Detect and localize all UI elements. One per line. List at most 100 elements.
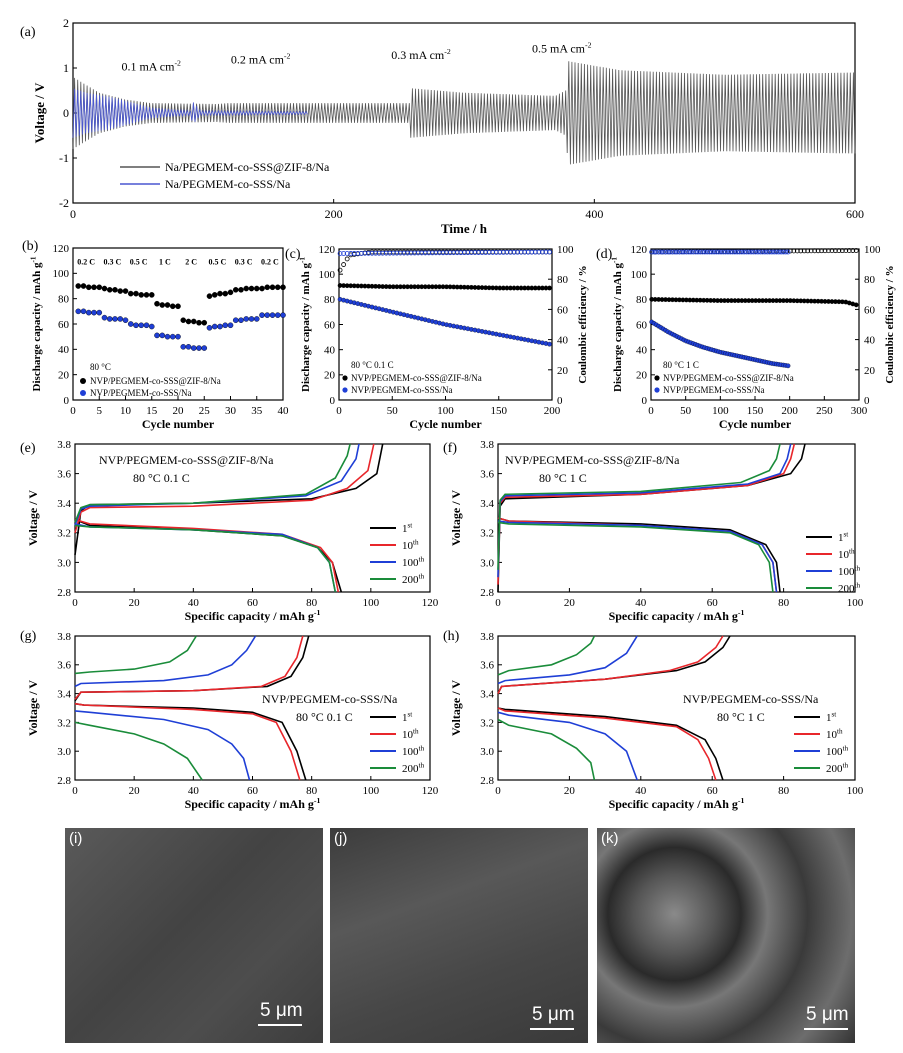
panel-title-h: NVP/PEGMEM-co-SSS/Na — [683, 692, 819, 706]
efficiency-point-d-0 — [822, 248, 828, 254]
y-axis-label-a: Voltage / V — [32, 82, 47, 143]
data-point-b-1 — [159, 332, 166, 339]
data-point-b-0 — [112, 286, 118, 293]
y-tick-label-f: 3.4 — [480, 498, 494, 510]
charge-curve-e-1 — [74, 443, 375, 534]
efficiency-point-d-1 — [730, 249, 735, 255]
x-tick-label-d: 200 — [781, 405, 798, 417]
efficiency-point-c-1 — [500, 249, 506, 255]
y2-tick-label-d: 100 — [864, 244, 881, 256]
efficiency-point-d-1 — [714, 249, 719, 255]
x-tick-label-e: 80 — [306, 597, 318, 609]
y-tick-label-a: 2 — [63, 16, 69, 30]
efficiency-point-d-1 — [723, 249, 729, 255]
legend-label-h-0: 1st — [826, 711, 836, 724]
rate-label-b-0: 0.2 C — [77, 257, 95, 266]
x-axis-label-a: Time / h — [441, 221, 488, 236]
efficiency-point-c-1 — [515, 249, 520, 255]
efficiency-point-d-0 — [798, 248, 804, 254]
legend-label-f-2: 100th — [838, 565, 860, 578]
x-tick-label-a: 400 — [585, 207, 603, 221]
efficiency-point-c-1 — [376, 250, 382, 256]
efficiency-point-c-1 — [518, 249, 524, 255]
y-tick-label-c: 20 — [324, 370, 336, 382]
efficiency-point-c-1 — [437, 250, 442, 256]
efficiency-point-d-0 — [826, 248, 831, 254]
capacity-point-d-1 — [785, 363, 791, 369]
efficiency-point-c-1 — [508, 249, 513, 255]
y-tick-label-b: 0 — [64, 395, 70, 407]
legend-marker-c-1 — [342, 387, 348, 393]
efficiency-point-c-1 — [433, 250, 439, 256]
conditions-c: 80 °C 0.1 C — [351, 360, 394, 370]
data-point-b-0 — [138, 292, 145, 298]
conditions-e: 80 °C 0.1 C — [133, 471, 190, 485]
data-point-b-0 — [280, 284, 286, 291]
charge-curve-e-3 — [74, 443, 351, 523]
rate-label-b-4: 2 C — [185, 257, 197, 266]
efficiency-point-c-1 — [415, 250, 421, 256]
efficiency-point-c-1 — [405, 250, 410, 256]
data-point-b-1 — [190, 345, 197, 351]
data-point-b-0 — [101, 285, 108, 292]
data-point-b-0 — [96, 284, 103, 291]
data-point-b-1 — [196, 345, 202, 351]
x-tick-label-g: 80 — [306, 785, 318, 797]
efficiency-point-d-1 — [725, 249, 731, 255]
capacity-point-c-0 — [547, 285, 552, 291]
annotation-a-1: 0.2 mA cm-2 — [231, 52, 291, 67]
data-point-b-0 — [75, 283, 82, 289]
data-point-b-1 — [248, 316, 255, 322]
efficiency-point-d-0 — [787, 248, 793, 254]
data-point-b-1 — [75, 308, 82, 315]
y-tick-label-b: 80 — [58, 294, 70, 306]
x-tick-label-g: 20 — [129, 785, 141, 797]
efficiency-point-d-1 — [781, 249, 786, 255]
data-point-b-1 — [133, 322, 139, 329]
efficiency-point-d-1 — [764, 249, 770, 255]
scale-label-j: 5 μm — [532, 1004, 575, 1025]
discharge-curve-e-2 — [74, 523, 337, 593]
y2-axis-label-c: Coulombic efficiency / % — [577, 265, 589, 383]
data-point-b-0 — [159, 302, 166, 308]
data-point-b-1 — [274, 312, 281, 318]
efficiency-point-d-0 — [850, 248, 856, 253]
legend-label-g-1: 10th — [402, 728, 419, 741]
data-point-b-1 — [206, 324, 213, 331]
sem-image-i: (i) 5 μm — [65, 828, 323, 1043]
y-tick-label-e: 3.6 — [57, 468, 71, 480]
panel-label-e: (e) — [20, 441, 36, 456]
y-tick-label-h: 3.0 — [480, 746, 494, 758]
y-tick-label-f: 3.6 — [480, 468, 494, 480]
efficiency-point-d-1 — [667, 249, 673, 255]
efficiency-point-d-1 — [686, 249, 692, 255]
data-point-b-1 — [169, 333, 176, 340]
efficiency-point-d-1 — [670, 249, 675, 255]
efficiency-point-c-1 — [387, 250, 393, 256]
data-point-b-1 — [227, 322, 234, 329]
legend-marker-b-1 — [80, 390, 86, 396]
data-point-b-0 — [190, 318, 197, 325]
y-tick-label-e: 3.8 — [57, 439, 71, 451]
charge-curve-f-2 — [497, 443, 792, 578]
efficiency-point-c-1 — [461, 250, 467, 256]
sem-panel-label-k: (k) — [601, 830, 619, 847]
scale-bar-k — [804, 1028, 848, 1030]
panel-label-f: (f) — [443, 441, 457, 456]
data-point-b-1 — [243, 316, 250, 322]
panel-label-d: (d) — [596, 247, 613, 262]
efficiency-point-d-1 — [744, 249, 749, 255]
discharge-curve-f-3 — [497, 521, 774, 593]
x-tick-label-e: 100 — [363, 597, 380, 609]
efficiency-point-d-1 — [656, 249, 662, 255]
efficiency-point-c-1 — [341, 251, 347, 256]
data-point-b-0 — [201, 319, 208, 326]
data-point-b-0 — [253, 285, 260, 292]
data-point-b-0 — [148, 292, 155, 298]
efficiency-point-d-1 — [658, 249, 664, 255]
y-axis-label-f: Voltage / V — [449, 490, 463, 546]
rate-label-b-1: 0.3 C — [103, 257, 121, 266]
efficiency-point-d-1 — [677, 249, 682, 255]
y-tick-label-g: 3.0 — [57, 746, 71, 758]
efficiency-point-d-1 — [755, 249, 761, 255]
